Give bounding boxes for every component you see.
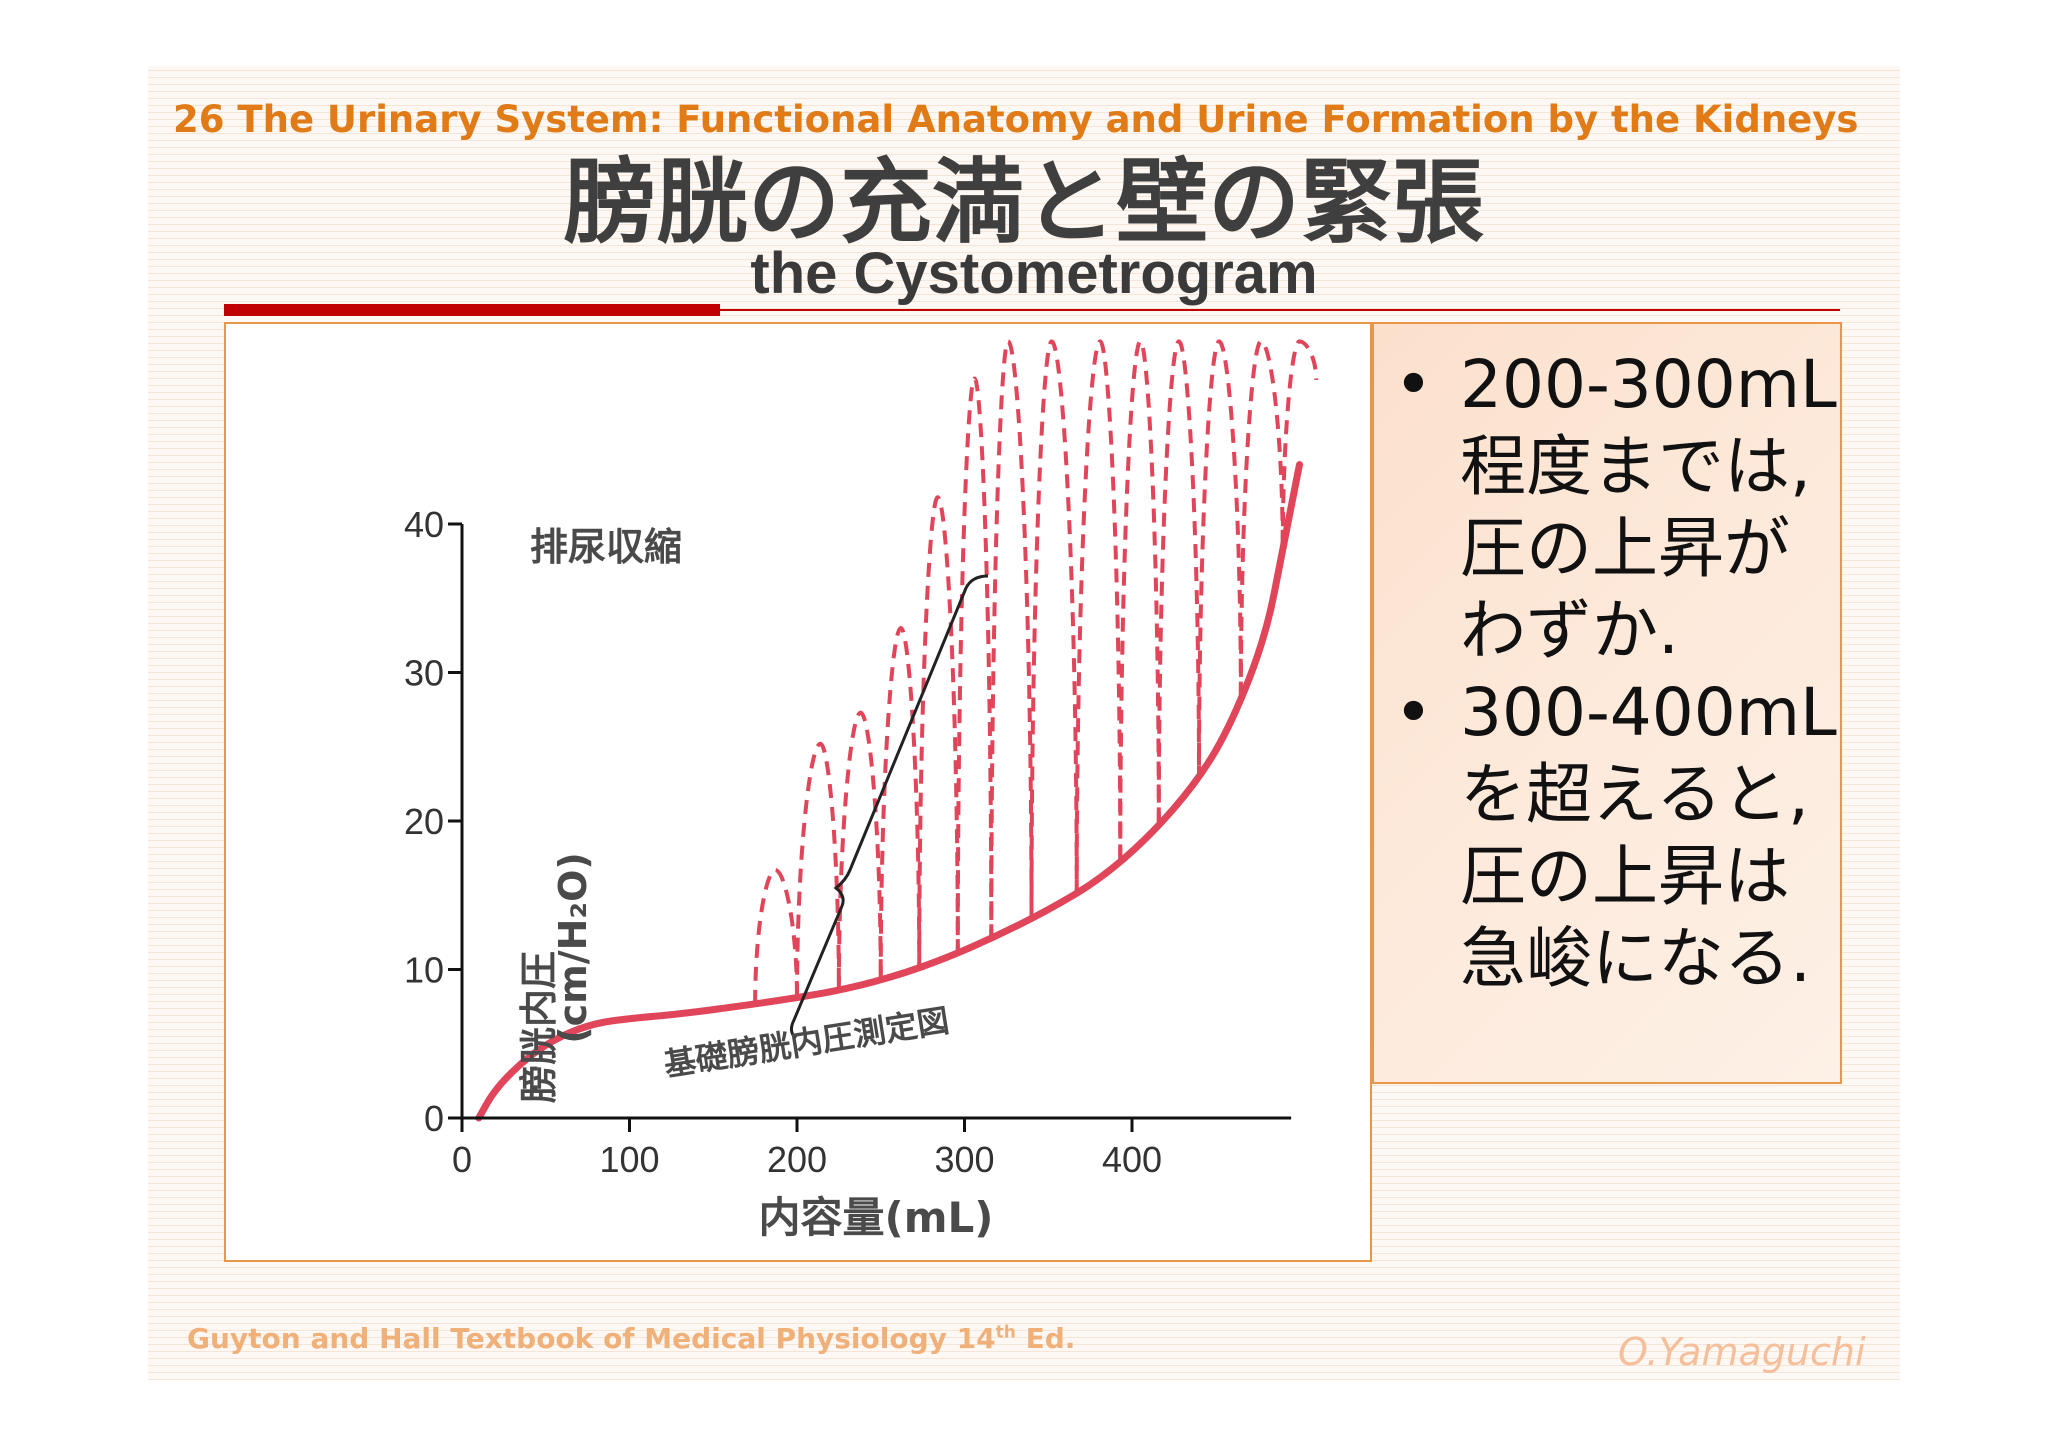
x-tick-label: 100 [599, 1139, 659, 1180]
contraction-wave [1280, 339, 1319, 550]
chapter-heading: 26 The Urinary System: Functional Anatom… [173, 98, 1859, 141]
x-tick-label: 300 [934, 1139, 994, 1180]
y-axis-label: 膀胱内圧 [517, 951, 561, 1103]
bullet-dot: • [1394, 346, 1433, 423]
contraction-wave [1074, 339, 1123, 894]
slide-title: 膀胱の充満と壁の緊張 [563, 149, 1484, 256]
citation-text: Guyton and Hall Textbook of Medical Phys… [187, 1322, 996, 1355]
x-tick-label: 0 [452, 1139, 472, 1180]
bullet-text: 300-400mLを超えると,圧の上昇は急峻になる. [1460, 674, 1837, 997]
x-axis-label: 内容量(mL) [759, 1193, 994, 1242]
title-rule-thick [224, 304, 720, 316]
contraction-wave [1197, 339, 1243, 780]
contraction-wave [1118, 339, 1161, 862]
y-axis-unit: (cm/H₂O) [551, 852, 595, 1043]
basal-pressure-curve [475, 461, 1303, 1122]
slide-subtitle: the Cystometrogram [750, 241, 1318, 306]
contraction-wave [955, 376, 994, 954]
contraction-wave [878, 625, 922, 980]
x-tick-label: 400 [1102, 1139, 1162, 1180]
citation-superscript: th [995, 1322, 1016, 1343]
bullet-panel: • 200-300mL程度までは,圧の上昇がわずか. • 300-400mLを超… [1372, 322, 1842, 1084]
title-rule-thin [720, 309, 1840, 311]
author-signature: O.Yamaguchi [1618, 1330, 1866, 1374]
contraction-wave [753, 868, 799, 1004]
contraction-wave [1029, 339, 1079, 919]
contraction-wave [989, 339, 1034, 939]
contraction-wave [1238, 339, 1285, 700]
contraction-wave [836, 710, 883, 991]
micturition-label: 排尿収縮 [530, 525, 682, 569]
x-tick-label: 200 [767, 1139, 827, 1180]
contraction-wave [917, 495, 960, 968]
y-tick-label: 10 [404, 950, 444, 991]
y-tick-label: 30 [404, 653, 444, 694]
y-tick-label: 20 [404, 801, 444, 842]
bullet-dot: • [1394, 674, 1433, 751]
chart-panel: 0 10 20 30 40 0 100 200 300 400 内容量(mL) 膀胱内圧 (cm/… [224, 322, 1372, 1262]
citation: Guyton and Hall Textbook of Medical Phys… [187, 1322, 1075, 1355]
micturition-brace [789, 574, 989, 1040]
y-tick-label: 0 [424, 1098, 444, 1139]
bullet-text: 200-300mL程度までは,圧の上昇がわずか. [1460, 346, 1837, 669]
contraction-wave [795, 741, 841, 998]
contraction-wave [1156, 339, 1201, 826]
curves-group [475, 339, 1319, 1122]
citation-edition: Ed. [1015, 1322, 1076, 1355]
y-tick-label: 40 [404, 504, 444, 545]
